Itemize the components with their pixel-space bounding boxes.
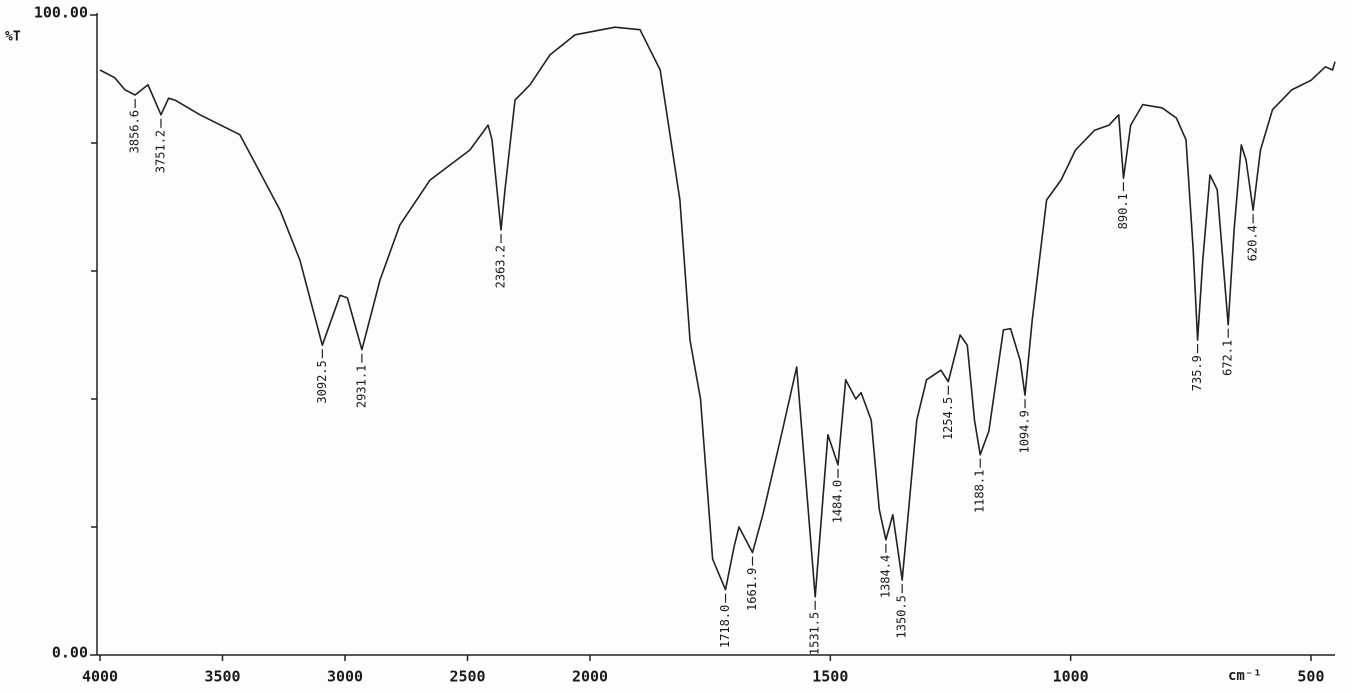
peak-label: 1254.5 — [941, 397, 955, 440]
peak-label: 1188.1 — [973, 470, 987, 513]
x-tick-label: 3500 — [204, 668, 240, 686]
peak-label: 2363.2 — [494, 245, 508, 288]
peak-label: 620.4 — [1246, 225, 1260, 261]
peak-label: 1531.5 — [808, 612, 822, 655]
peak-label: 1661.9 — [745, 568, 759, 611]
peak-label: 1718.0 — [718, 605, 732, 648]
peak-label: 3092.5 — [315, 360, 329, 403]
peak-label: 1350.5 — [895, 595, 909, 638]
peak-label: 1094.9 — [1018, 410, 1032, 453]
peak-label: 2931.1 — [354, 365, 368, 408]
peak-label: 1484.0 — [831, 480, 845, 523]
x-tick-label: 2000 — [572, 668, 608, 686]
peak-label: 890.1 — [1116, 193, 1130, 229]
x-tick-label: 1000 — [1053, 668, 1089, 686]
x-tick-label: 1500 — [812, 668, 848, 686]
y-axis-label: %T — [5, 30, 21, 45]
peak-label: 735.9 — [1190, 355, 1204, 391]
x-tick-label: 3000 — [327, 668, 363, 686]
spectrum-line — [99, 26, 1336, 598]
x-tick-label: 4000 — [82, 668, 118, 686]
peak-label: 672.1 — [1221, 340, 1235, 376]
y-tick-label: 100.00 — [34, 4, 88, 22]
x-axis-label: cm⁻¹ — [1228, 668, 1262, 684]
x-tick-label: 500 — [1297, 668, 1324, 686]
x-tick-label: 2500 — [449, 668, 485, 686]
peak-label: 1384.4 — [878, 555, 892, 598]
peak-label: 3751.2 — [153, 130, 167, 173]
peak-label: 3856.6 — [128, 110, 142, 153]
y-tick-label: 0.00 — [52, 644, 88, 662]
